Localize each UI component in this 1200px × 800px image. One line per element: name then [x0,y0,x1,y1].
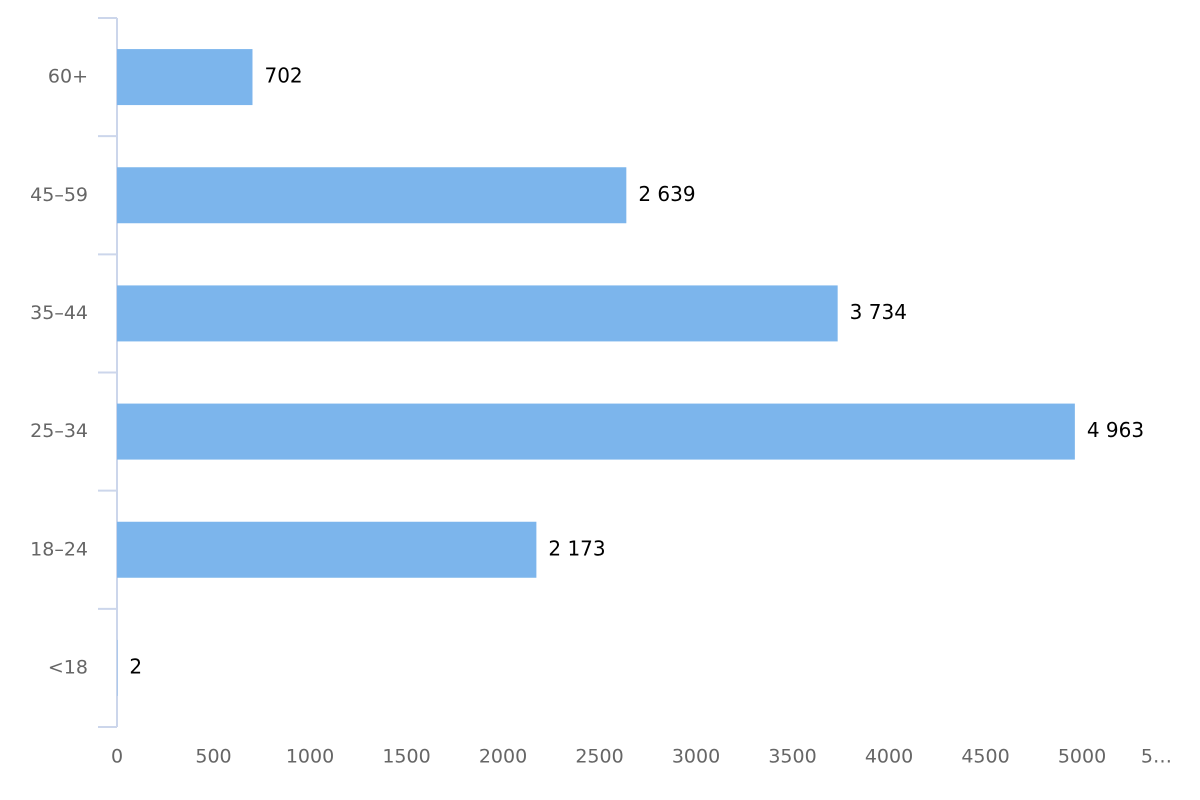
data-label: 2 173 [548,536,605,560]
y-tick-label: 45–59 [30,184,88,206]
y-tick-label: 25–34 [30,420,88,442]
data-label: 3 734 [850,300,907,324]
x-tick-label: 1500 [382,746,430,768]
data-label: 702 [264,64,302,88]
data-label: 2 [129,654,142,678]
bar [117,285,838,342]
y-tick-label: 18–24 [30,538,88,560]
x-tick-label: 4000 [865,746,913,768]
x-tick-label: 0 [111,746,123,768]
y-tick-label: 60+ [48,66,88,88]
data-label: 4 963 [1087,418,1144,442]
x-tick-label: 5000 [1058,746,1106,768]
x-tick-label: 1000 [286,746,334,768]
x-tick-label: 3000 [672,746,720,768]
x-tick-label: 5… [1141,746,1172,768]
x-tick-label: 4500 [961,746,1009,768]
x-tick-label: 2000 [479,746,527,768]
x-tick-label: 3500 [768,746,816,768]
x-tick-label: 500 [195,746,231,768]
x-tick-label: 2500 [575,746,623,768]
bar [117,49,253,106]
data-label: 2 639 [638,182,695,206]
bar [117,167,627,224]
bar [117,403,1075,460]
bar [117,521,537,578]
y-tick-label: <18 [48,656,88,678]
y-tick-label: 35–44 [30,302,88,324]
